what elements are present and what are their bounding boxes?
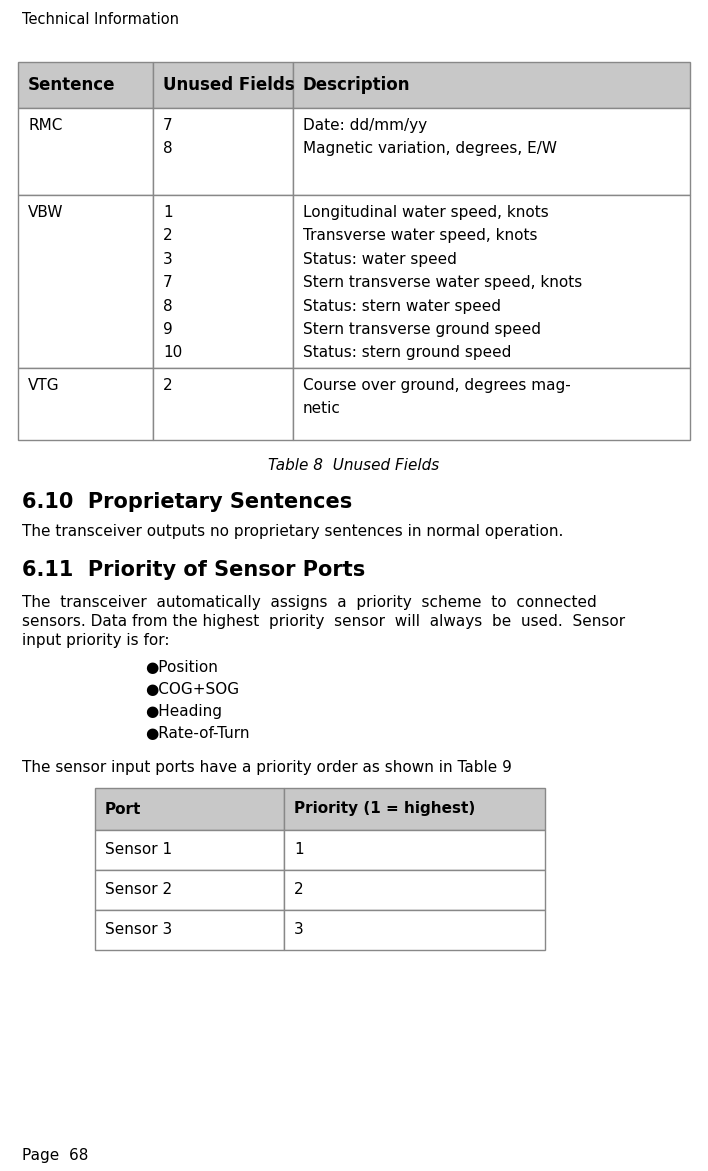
- Text: Longitudinal water speed, knots
Transverse water speed, knots
Status: water spee: Longitudinal water speed, knots Transver…: [303, 205, 582, 361]
- Text: ●Heading: ●Heading: [145, 704, 222, 719]
- Text: Page  68: Page 68: [22, 1148, 88, 1163]
- Bar: [284, 788, 545, 830]
- Text: Course over ground, degrees mag-
netic: Course over ground, degrees mag- netic: [303, 378, 571, 417]
- Text: Sensor 3: Sensor 3: [105, 923, 172, 938]
- Bar: [95, 788, 284, 830]
- Bar: [153, 108, 293, 196]
- Text: ●COG+SOG: ●COG+SOG: [145, 682, 239, 697]
- Bar: [18, 62, 153, 108]
- Bar: [293, 196, 690, 368]
- Text: Sensor 2: Sensor 2: [105, 883, 172, 897]
- Text: Port: Port: [105, 801, 142, 816]
- Text: The sensor input ports have a priority order as shown in Table 9: The sensor input ports have a priority o…: [22, 760, 512, 775]
- Bar: [293, 108, 690, 196]
- Text: 3: 3: [294, 923, 304, 938]
- Text: 2: 2: [163, 378, 173, 393]
- Bar: [95, 830, 284, 870]
- Bar: [153, 368, 293, 440]
- Text: VTG: VTG: [28, 378, 59, 393]
- Text: Table 8  Unused Fields: Table 8 Unused Fields: [268, 458, 440, 473]
- Text: sensors. Data from the highest  priority  sensor  will  always  be  used.  Senso: sensors. Data from the highest priority …: [22, 614, 625, 629]
- Text: Priority (1 = highest): Priority (1 = highest): [294, 801, 475, 816]
- Text: Description: Description: [303, 76, 411, 94]
- Text: ●Position: ●Position: [145, 660, 218, 674]
- Text: Technical Information: Technical Information: [22, 12, 179, 27]
- Text: Sentence: Sentence: [28, 76, 115, 94]
- Bar: [153, 196, 293, 368]
- Text: ●Rate-of-Turn: ●Rate-of-Turn: [145, 726, 249, 741]
- Text: 6.11  Priority of Sensor Ports: 6.11 Priority of Sensor Ports: [22, 560, 365, 580]
- Bar: [284, 870, 545, 910]
- Text: 2: 2: [294, 883, 304, 897]
- Bar: [284, 910, 545, 950]
- Bar: [153, 62, 293, 108]
- Text: VBW: VBW: [28, 205, 64, 220]
- Bar: [18, 196, 153, 368]
- Bar: [293, 368, 690, 440]
- Text: 6.10  Proprietary Sentences: 6.10 Proprietary Sentences: [22, 492, 353, 512]
- Text: 7
8: 7 8: [163, 118, 173, 157]
- Text: 1
2
3
7
8
9
10: 1 2 3 7 8 9 10: [163, 205, 182, 361]
- Bar: [95, 910, 284, 950]
- Text: 1: 1: [294, 842, 304, 857]
- Text: Sensor 1: Sensor 1: [105, 842, 172, 857]
- Bar: [284, 830, 545, 870]
- Bar: [95, 870, 284, 910]
- Bar: [18, 108, 153, 196]
- Text: RMC: RMC: [28, 118, 62, 133]
- Text: Unused Fields: Unused Fields: [163, 76, 295, 94]
- Bar: [293, 62, 690, 108]
- Text: Date: dd/mm/yy
Magnetic variation, degrees, E/W: Date: dd/mm/yy Magnetic variation, degre…: [303, 118, 557, 157]
- Text: The  transceiver  automatically  assigns  a  priority  scheme  to  connected: The transceiver automatically assigns a …: [22, 595, 597, 610]
- Text: The transceiver outputs no proprietary sentences in normal operation.: The transceiver outputs no proprietary s…: [22, 523, 564, 539]
- Bar: [18, 368, 153, 440]
- Text: input priority is for:: input priority is for:: [22, 634, 169, 648]
